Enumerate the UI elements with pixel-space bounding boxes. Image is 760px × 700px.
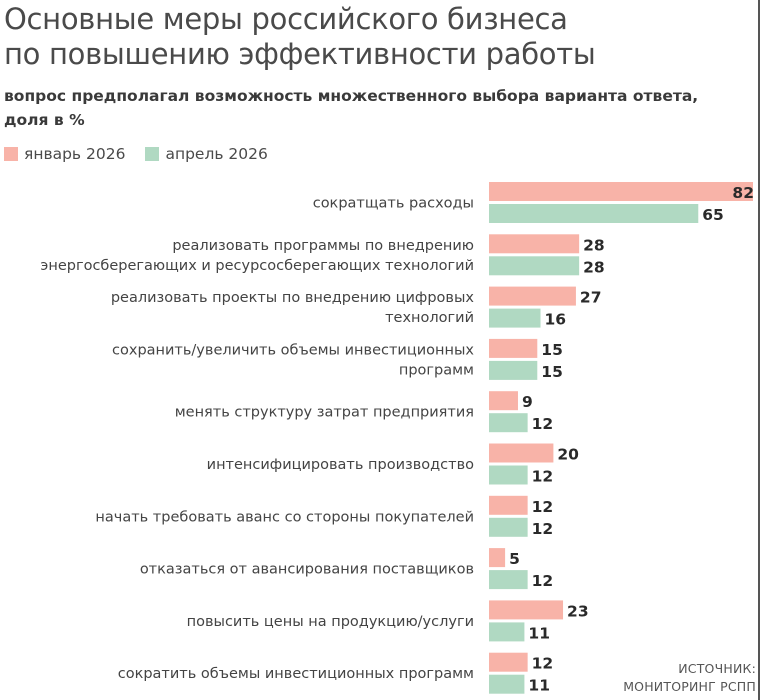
category-label: повысить цены на продукцию/услуги [187, 614, 474, 630]
data-label: 27 [580, 289, 602, 307]
bar-april-2026 [489, 465, 528, 485]
data-label: 28 [583, 236, 605, 254]
data-label: 20 [557, 446, 579, 464]
category-label: сократить объемы инвестиционных программ [118, 666, 474, 682]
bar-april-2026 [489, 413, 528, 433]
subtitle-line-1: вопрос предполагал возможность множестве… [4, 87, 699, 105]
category-label: менять структуру затрат предприятия [175, 405, 474, 421]
source-note: ИСТОЧНИК: МОНИТОРИНГ РСПП [623, 660, 756, 696]
bar-april-2026 [489, 204, 699, 223]
category-group: 27 16 реализовать проекты по внедрению циф… [111, 286, 602, 329]
data-label: 12 [532, 520, 554, 538]
bar-april-2026 [489, 570, 528, 590]
category-label: программ [399, 362, 474, 378]
category-label: сохранить/увеличить объемы инвестиционны… [112, 342, 474, 358]
bar-january-2026 [489, 286, 576, 306]
subtitle-line-2: доля в % [4, 111, 85, 129]
data-label: 11 [528, 624, 550, 642]
data-label: 12 [532, 415, 554, 433]
legend-swatch-series-2 [145, 147, 160, 161]
data-label: 12 [532, 498, 554, 516]
legend-swatch-series-1 [4, 147, 18, 161]
bar-january-2026 [489, 234, 580, 254]
source-line-2: МОНИТОРИНГ РСПП [623, 679, 756, 694]
bar-january-2026 [489, 652, 528, 672]
title-line-1: Основные меры российского бизнеса [4, 2, 568, 36]
data-label: 15 [541, 363, 563, 381]
data-label: 12 [532, 655, 554, 673]
legend-label-series-2: апрель 2026 [165, 145, 268, 163]
data-label: 12 [532, 468, 554, 486]
category-label: сократщать расходы [313, 196, 474, 212]
bar-april-2026 [489, 360, 538, 380]
data-label: 11 [528, 677, 550, 695]
category-group: 23 11 повысить цены на продукцию/услуги [187, 600, 589, 642]
frame-border [758, 0, 760, 700]
bar-january-2026 [489, 182, 753, 201]
category-group: 82 65 сократщать расходы [313, 182, 754, 224]
source-line-1: ИСТОЧНИК: [678, 661, 756, 676]
bar-chart: 82 65 сократщать расходы 28 28 реализовать пр… [40, 182, 754, 695]
legend-label-series-1: январь 2026 [24, 145, 126, 163]
title-line-2: по повышению эффективности работы [4, 37, 596, 71]
category-label: технологий [385, 310, 474, 326]
bar-april-2026 [489, 622, 525, 642]
bar-january-2026 [489, 495, 528, 515]
category-label: реализовать проекты по внедрению цифровы… [111, 290, 475, 306]
chart-subtitle: вопрос предполагал возможность множестве… [4, 84, 754, 132]
category-label: реализовать программы по внедрению [172, 238, 474, 254]
data-label: 15 [541, 341, 563, 359]
legend: январь 2026 апрель 2026 [4, 144, 288, 164]
bar-april-2026 [489, 308, 541, 328]
data-label: 82 [732, 184, 754, 202]
data-label: 16 [545, 311, 567, 329]
chart-title: Основные меры российского бизнеса по пов… [4, 2, 754, 72]
bar-april-2026 [489, 256, 580, 276]
data-label: 12 [532, 572, 554, 590]
category-group: 9 12 менять структуру затрат предприятия [175, 391, 554, 433]
bar-april-2026 [489, 674, 525, 694]
legend-item-series-1: январь 2026 [4, 145, 125, 163]
bar-january-2026 [489, 443, 554, 463]
bar-january-2026 [489, 600, 564, 620]
data-label: 5 [509, 550, 520, 568]
bar-january-2026 [489, 548, 506, 568]
category-group: 28 28 реализовать программы по внедрению эн… [40, 234, 605, 276]
data-label: 23 [567, 602, 589, 620]
category-label: начать требовать аванс со стороны покупа… [95, 509, 474, 525]
category-group: 12 12 начать требовать аванс со стороны по… [95, 495, 554, 538]
bar-january-2026 [489, 338, 538, 358]
category-label: энергосберегающих и ресурсосберегающих т… [40, 258, 474, 274]
bar-april-2026 [489, 517, 528, 537]
data-label: 9 [522, 393, 533, 411]
category-label: отказаться от авансирования поставщиков [140, 562, 474, 578]
legend-item-series-2: апрель 2026 [145, 145, 268, 163]
category-group: 5 12 отказаться от авансирования поставщик… [140, 548, 553, 590]
data-label: 65 [702, 206, 724, 224]
category-group: 15 15 сохранить/увеличить объемы инвестици… [112, 338, 563, 381]
category-group: 12 11 сократить объемы инвестиционных прог… [118, 652, 554, 695]
category-label: интенсифицировать производство [207, 457, 474, 473]
bar-january-2026 [489, 391, 518, 411]
data-label: 28 [583, 258, 605, 276]
